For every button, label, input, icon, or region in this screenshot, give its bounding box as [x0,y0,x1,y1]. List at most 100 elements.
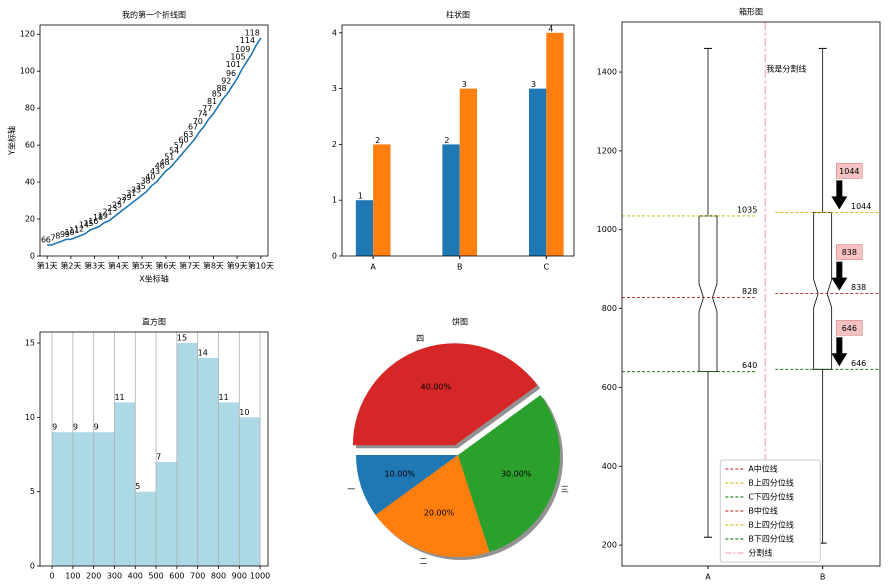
legend-label: B下四分位线 [748,534,794,544]
data-label: 2 [375,136,380,145]
annotation-box [836,319,863,336]
pie-value-label: 10.00% [385,469,416,478]
y-tick-label: 800 [602,304,617,313]
wedge [352,343,538,446]
data-label: 48 [159,158,169,167]
data-label: 11 [218,393,228,402]
data-label: 5 [135,482,140,491]
y-tick-label: 60 [25,141,35,150]
hline-label: 828 [742,287,757,296]
line [47,37,262,246]
data-label: 85 [212,89,222,98]
wedge [458,395,561,553]
y-axis-label: Y坐标轴 [7,126,17,156]
bar [239,417,261,566]
data-label: 118 [245,28,260,37]
x-axis-label: X坐标轴 [139,274,168,284]
x-tick-label: 300 [107,572,122,581]
y-tick-label: 20 [25,215,35,224]
y-tick-label: 3 [332,84,337,93]
data-label: 43 [150,167,160,176]
data-label: 9 [94,423,99,432]
x-tick-label: 900 [232,572,247,581]
annotation-box [836,163,863,179]
y-tick-label: 400 [602,462,617,471]
y-tick-label: 0 [332,252,337,261]
data-label: 109 [235,45,250,54]
hline-label: 640 [742,361,757,370]
hline-label: 646 [851,359,866,368]
data-label: 4 [548,24,553,33]
data-label: 10 [64,228,74,237]
data-label: 70 [193,117,203,126]
x-tick-label: 500 [148,572,163,581]
y-tick-label: 1400 [597,68,617,77]
data-label: 3 [462,80,467,89]
data-label: 15 [83,219,93,228]
data-label: 96 [226,69,236,78]
x-tick-label: 第10天 [248,261,274,271]
legend-box [719,459,821,563]
bar [459,88,478,256]
data-label: 63 [183,130,193,139]
axes-frame [621,21,881,567]
data-label: 9 [73,423,78,432]
x-tick-label: 第2天 [60,261,81,271]
data-label: 6 [46,235,51,244]
data-label: 31 [126,189,136,198]
bar [176,343,198,566]
bar [52,432,73,566]
bar [135,491,157,566]
x-tick-label: 第8天 [203,261,224,271]
x-tick-label: C [544,263,550,272]
wedge [375,455,490,557]
x-tick-label: 200 [86,572,101,581]
data-label: 21 [102,208,112,217]
data-label: 25 [112,200,122,209]
pie-value-label: 40.00% [421,383,452,392]
x-tick-label: 第3天 [84,261,105,271]
x-tick-label: 0 [50,572,55,581]
wedge [356,455,458,515]
data-label: 51 [164,152,174,161]
y-tick-label: 0 [30,562,35,571]
pie-label: 四 [416,334,424,343]
box [698,215,718,373]
data-label: 7 [156,452,161,461]
annotation-box [836,244,863,260]
data-label: 114 [240,36,255,45]
arrow [831,261,848,291]
bar [197,357,219,566]
data-label: 77 [202,104,212,113]
x-tick-label: 第9天 [227,261,248,271]
data-label: 6 [41,235,46,244]
x-tick-label: 800 [211,572,226,581]
chart-title: 我的第一个折线图 [122,10,186,20]
x-tick-label: B [457,263,463,272]
bar [546,32,564,256]
axes-frame [341,24,575,257]
data-label: 10 [239,408,249,417]
data-label: 92 [221,76,231,85]
data-label: 74 [197,110,207,119]
box [813,211,833,370]
hline-label: 838 [851,283,866,292]
x-tick-label: A [370,263,376,272]
data-label: 57 [174,141,184,150]
data-label: 14 [198,348,208,357]
y-tick-label: 0 [30,252,35,261]
data-label: 11 [114,393,124,402]
y-tick-label: 1200 [597,146,617,155]
data-label: 60 [178,136,188,145]
bar [114,402,136,566]
x-tick-label: 第4天 [108,261,129,271]
split-annotation: 我是分割线 [766,64,806,74]
annotation-label: 838 [842,248,857,257]
x-tick-label: B [820,573,826,582]
legend-label: C下四分位线 [748,492,794,502]
data-label: 9 [65,230,70,239]
data-label: 18 [93,213,103,222]
annotation-label: 646 [842,324,857,333]
x-tick-label: 100 [65,572,80,581]
data-label: 14 [79,221,89,230]
